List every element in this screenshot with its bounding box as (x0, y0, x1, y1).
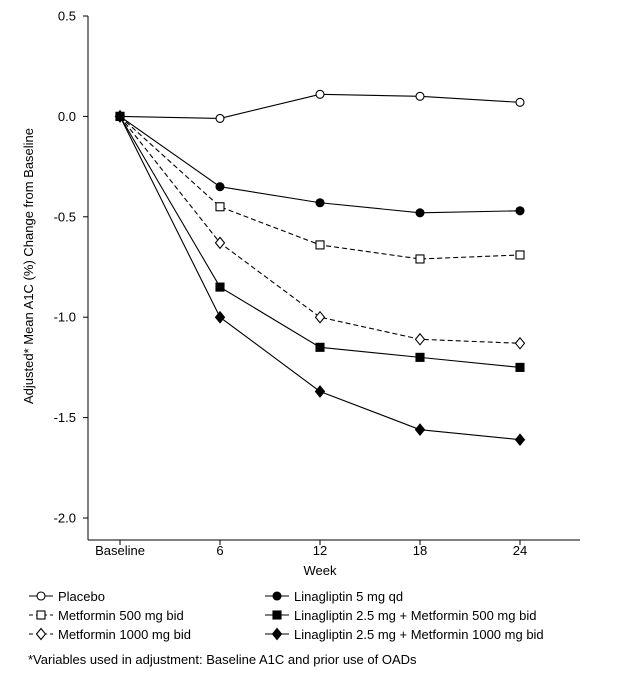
chart: 0.5 0.0 -0.5 -1.0 -1.5 -2.0 Baseline 6 12 18 24 A… (21, 9, 580, 578)
legend-label: Linagliptin 2.5 mg + Metformin 1000 mg b… (294, 626, 544, 642)
data-point (415, 254, 425, 264)
legend-label: Linagliptin 2.5 mg + Metformin 500 mg bi… (294, 607, 537, 623)
data-point (415, 91, 425, 101)
data-point (414, 332, 426, 346)
y-tick-label: 0.0 (58, 109, 76, 124)
legend-swatch (265, 610, 289, 620)
data-point (215, 113, 225, 123)
series-layer (114, 89, 526, 447)
legend-swatch (29, 591, 53, 601)
axes (87, 16, 580, 541)
series-linagliptin-5-mg-qd (115, 111, 525, 218)
data-point (315, 342, 325, 352)
x-axis-ticks: Baseline 6 12 18 24 (95, 540, 527, 558)
legend-label: Metformin 500 mg bid (58, 607, 184, 623)
y-tick-label: 0.5 (58, 9, 76, 24)
legend-item: Placebo (28, 586, 105, 606)
legend: Placebo Metformin 500 mg bid Metformin 100… (28, 586, 618, 646)
legend-label: Placebo (58, 588, 105, 604)
legend-item: Linagliptin 2.5 mg + Metformin 1000 mg b… (264, 624, 544, 644)
x-tick-label: 18 (413, 543, 427, 558)
data-point (114, 110, 126, 123)
x-tick-label: 24 (513, 543, 527, 558)
data-point (515, 250, 525, 260)
data-point (315, 240, 325, 250)
y-axis-title: Adjusted* Mean A1C (%) Change from Basel… (21, 128, 36, 404)
legend-item: Linagliptin 5 mg qd (264, 586, 403, 606)
y-axis-ticks: 0.5 0.0 -0.5 -1.0 -1.5 -2.0 (54, 9, 88, 526)
data-point (415, 352, 425, 362)
y-tick-label: -1.0 (54, 310, 76, 325)
data-point (215, 282, 225, 292)
legend-item: Metformin 500 mg bid (28, 605, 184, 625)
data-point (214, 310, 226, 324)
data-point (314, 310, 326, 324)
legend-swatch (29, 627, 53, 641)
series-linagliptin-2-5-mg-metformin-1000-mg-bid (114, 110, 526, 447)
data-point (515, 206, 525, 216)
data-point (514, 336, 526, 350)
x-tick-label: Baseline (95, 543, 145, 558)
data-point (515, 97, 525, 107)
x-tick-label: 6 (216, 543, 223, 558)
y-tick-label: -0.5 (54, 209, 76, 224)
x-tick-label: 12 (313, 543, 327, 558)
data-point (315, 198, 325, 208)
data-point (414, 423, 426, 437)
legend-label: Metformin 1000 mg bid (58, 626, 191, 642)
legend-swatch (29, 610, 53, 620)
data-point (315, 89, 325, 99)
series-line (119, 116, 521, 344)
footnote: *Variables used in adjustment: Baseline … (28, 652, 417, 667)
series-placebo (115, 89, 525, 123)
data-point (314, 385, 326, 398)
data-point (215, 202, 225, 212)
legend-item: Metformin 1000 mg bid (28, 624, 191, 644)
data-point (515, 362, 525, 372)
legend-swatch (265, 627, 289, 641)
data-point (415, 208, 425, 218)
y-tick-label: -2.0 (54, 511, 76, 526)
legend-item: Linagliptin 2.5 mg + Metformin 500 mg bi… (264, 605, 536, 625)
legend-label: Linagliptin 5 mg qd (294, 588, 404, 604)
legend-swatch (265, 591, 289, 601)
data-point (215, 182, 225, 192)
x-axis-title: Week (304, 563, 337, 578)
y-tick-label: -1.5 (54, 410, 76, 425)
data-point (514, 433, 526, 447)
series-metformin-500-mg-bid (115, 111, 525, 264)
data-point (214, 236, 226, 250)
